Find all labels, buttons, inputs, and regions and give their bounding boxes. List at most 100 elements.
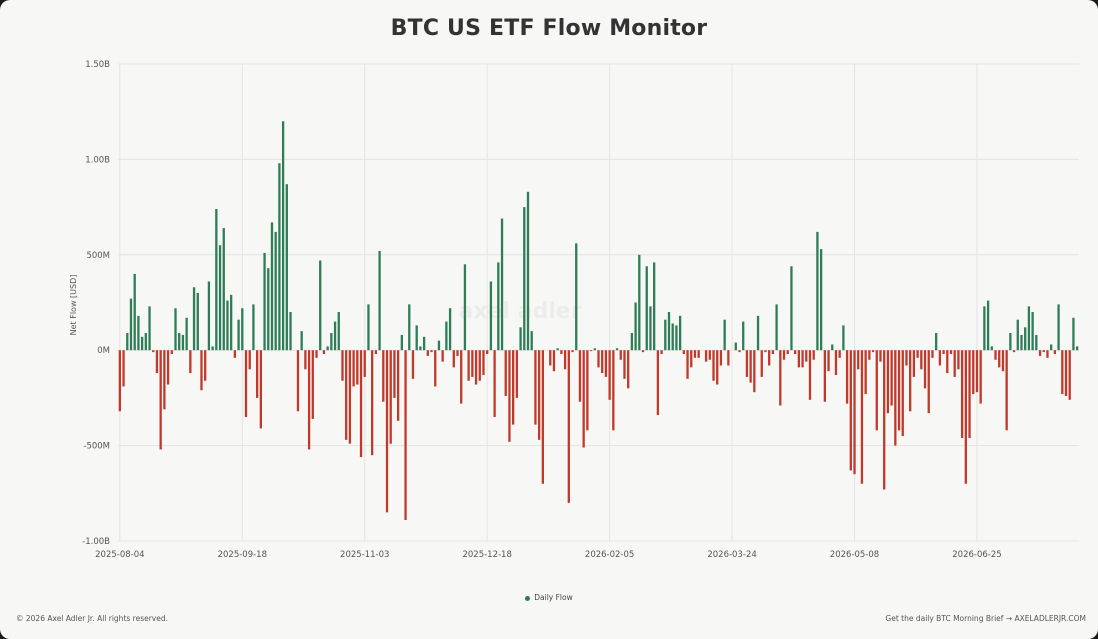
bar-outflow xyxy=(946,350,949,374)
bar-inflow xyxy=(1024,327,1027,351)
bar-inflow xyxy=(742,321,745,351)
bar-inflow xyxy=(300,331,303,351)
watermark-text: axel adler xyxy=(458,299,581,324)
legend-label: Daily Flow xyxy=(534,593,573,602)
bar-inflow xyxy=(137,315,140,351)
bar-inflow xyxy=(526,191,530,351)
bar-outflow xyxy=(374,350,378,355)
bar-inflow xyxy=(285,184,288,351)
bar-outflow xyxy=(794,350,797,355)
bar-outflow xyxy=(589,350,593,352)
bar-inflow xyxy=(140,336,144,351)
bar-inflow xyxy=(230,294,233,351)
bar-outflow xyxy=(960,350,964,438)
bar-outflow xyxy=(189,350,192,374)
bar-outflow xyxy=(923,350,927,389)
bar-inflow xyxy=(333,321,337,351)
bar-inflow xyxy=(935,333,938,351)
bar-outflow xyxy=(452,350,455,368)
bar-outflow xyxy=(868,350,871,360)
footer-promo-link[interactable]: Get the daily BTC Morning Brief → AXELAD… xyxy=(885,614,1086,623)
bar-outflow xyxy=(964,350,967,484)
bar-inflow xyxy=(174,308,177,351)
bar-outflow xyxy=(486,350,489,355)
bar-inflow xyxy=(986,300,990,351)
legend[interactable]: Daily Flow xyxy=(0,593,1098,602)
bar-outflow xyxy=(552,350,556,372)
bar-outflow xyxy=(512,350,515,425)
bar-outflow xyxy=(549,350,552,366)
bar-outflow xyxy=(1038,350,1042,356)
bar-outflow xyxy=(1046,350,1049,358)
bar-inflow xyxy=(1050,344,1053,351)
bar-inflow xyxy=(263,252,266,351)
bar-inflow xyxy=(178,333,181,351)
bar-outflow xyxy=(322,350,326,355)
bar-inflow xyxy=(816,231,819,351)
bar-inflow xyxy=(463,264,467,351)
bar-outflow xyxy=(623,350,626,379)
bar-outflow xyxy=(745,350,749,377)
bar-inflow xyxy=(649,306,652,351)
bar-outflow xyxy=(912,350,916,377)
bar-inflow xyxy=(326,346,329,351)
bar-outflow xyxy=(456,350,459,356)
bar-outflow xyxy=(875,350,878,431)
bar-outflow xyxy=(430,350,433,353)
bar-inflow xyxy=(638,254,641,351)
bar-outflow xyxy=(760,350,763,377)
bar-outflow xyxy=(871,350,875,353)
bar-outflow xyxy=(348,350,352,444)
bar-inflow xyxy=(448,308,452,351)
bar-outflow xyxy=(879,350,882,362)
bar-outflow xyxy=(886,350,890,414)
bar-inflow xyxy=(593,348,596,351)
bar-inflow xyxy=(289,312,292,351)
bar-inflow xyxy=(337,312,340,351)
bar-outflow xyxy=(504,350,507,396)
bar-outflow xyxy=(1061,350,1064,395)
bar-outflow xyxy=(118,350,121,412)
bar-inflow xyxy=(437,340,441,351)
bar-inflow xyxy=(634,302,637,351)
bar-outflow xyxy=(170,350,173,355)
bar-outflow xyxy=(482,350,485,375)
bar-inflow xyxy=(523,207,526,351)
bar-outflow xyxy=(560,350,563,355)
bar-outflow xyxy=(233,350,237,358)
bar-outflow xyxy=(259,350,262,429)
bar-outflow xyxy=(975,350,979,393)
chart-title: BTC US ETF Flow Monitor xyxy=(390,16,708,41)
bar-outflow xyxy=(627,350,630,389)
bar-outflow xyxy=(578,350,582,402)
bar-outflow xyxy=(797,350,801,368)
bar-outflow xyxy=(122,350,125,387)
bar-outflow xyxy=(749,350,752,383)
bar-outflow xyxy=(567,350,570,503)
y-axis-label: Net Flow [USD] xyxy=(69,275,78,336)
y-tick-label: -500M xyxy=(83,442,110,452)
bar-outflow xyxy=(768,350,771,366)
bar-inflow xyxy=(419,346,422,351)
bar-outflow xyxy=(901,350,904,437)
y-tick-label: 500M xyxy=(86,251,110,261)
bar-outflow xyxy=(719,350,723,366)
bar-inflow xyxy=(181,334,185,351)
bar-outflow xyxy=(968,350,971,438)
bar-inflow xyxy=(241,308,244,351)
y-tick-label: -1.00B xyxy=(82,537,110,547)
legend-marker xyxy=(525,595,531,601)
bar-outflow xyxy=(493,350,496,417)
bar-inflow xyxy=(237,319,240,351)
bar-outflow xyxy=(641,350,645,353)
bar-inflow xyxy=(185,317,188,351)
bar-inflow xyxy=(445,321,448,351)
x-tick-label: 2026-02-05 xyxy=(585,550,634,560)
bar-outflow xyxy=(771,350,775,355)
bar-outflow xyxy=(712,350,715,381)
bar-outflow xyxy=(931,350,934,358)
bar-outflow xyxy=(404,350,407,521)
bar-outflow xyxy=(304,350,307,370)
bar-inflow xyxy=(274,231,277,351)
